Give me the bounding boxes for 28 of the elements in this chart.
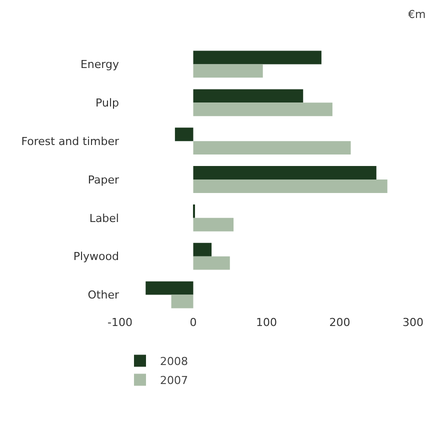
y-tick-label: Forest and timber (21, 134, 120, 148)
bar (193, 89, 304, 103)
x-tick-label: 300 (402, 316, 424, 329)
bar (193, 180, 388, 193)
bar (193, 242, 212, 256)
y-tick-label: Paper (88, 173, 120, 186)
bar (193, 166, 376, 180)
bar (193, 218, 234, 232)
bar (174, 128, 194, 142)
x-tick-label: 200 (329, 316, 350, 329)
x-tick-label: 100 (256, 316, 277, 329)
bar (193, 141, 351, 155)
y-tick-label: Other (88, 288, 120, 302)
bar (193, 102, 332, 116)
y-tick-label: Energy (80, 58, 120, 72)
x-tick-label: -100 (108, 316, 132, 329)
bar (193, 64, 263, 78)
bar (193, 50, 322, 64)
y-tick-label: Pulp (96, 96, 120, 110)
y-tick-label: Label (89, 212, 119, 225)
text: €m (408, 8, 426, 21)
legend-label: 2007 (160, 374, 188, 388)
bar (146, 281, 194, 295)
bar (193, 256, 230, 270)
x-tick-label: 0 (190, 316, 197, 329)
y-tick-label: Plywood (73, 250, 119, 264)
legend-label: 2008 (160, 355, 188, 368)
bar (171, 294, 194, 308)
